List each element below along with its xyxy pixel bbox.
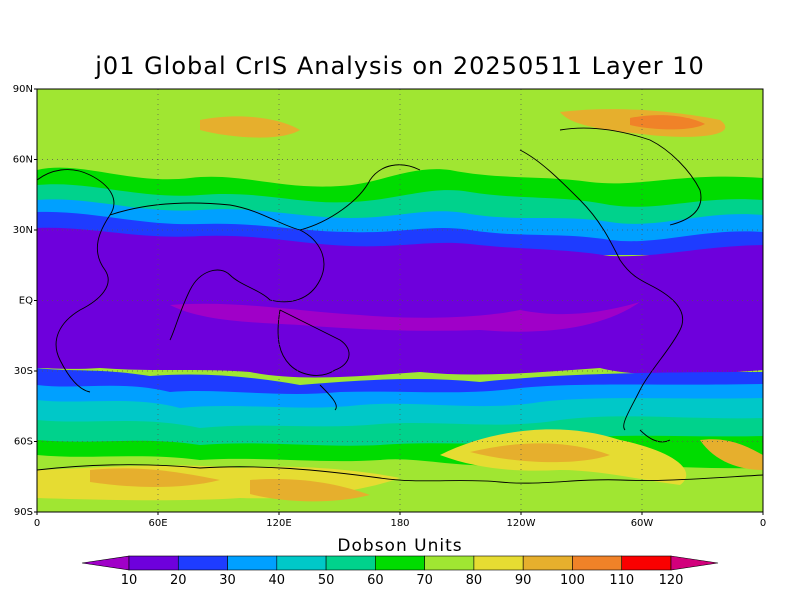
colorbar-swatch (522, 555, 573, 571)
colorbar-level-label: 40 (269, 573, 286, 588)
colorbar-level-label: 10 (121, 573, 138, 588)
colorbar-high-arrow (670, 555, 719, 571)
colorbar-level-label: 110 (609, 573, 634, 588)
colorbar-swatch (375, 555, 425, 571)
lon-tick-label: 120W (507, 518, 536, 529)
colorbar-swatch (325, 555, 376, 571)
colorbar-level-label: 30 (219, 573, 236, 588)
colorbar-level-label: 60 (367, 573, 384, 588)
lat-tick-label: 90S (14, 507, 33, 518)
colorbar-level-label: 120 (659, 573, 684, 588)
colorbar-swatch (128, 555, 179, 571)
lon-tick-label: 120E (266, 518, 291, 529)
map-title: j01 Global CrIS Analysis on 20250511 Lay… (95, 52, 705, 80)
lat-tick-label: 90N (13, 84, 33, 95)
graticule (37, 89, 763, 512)
colorbar-swatch (424, 555, 475, 571)
colorbar-level-label: 20 (170, 573, 187, 588)
colorbar-swatch (227, 555, 278, 571)
lon-tick-label: 0 (760, 518, 766, 529)
latitude-labels: 90N 60N 30N EQ 30S 60S 90S (13, 84, 37, 518)
lat-tick-label: EQ (19, 296, 33, 307)
colorbar: 10 20 30 40 50 60 70 80 90 100 110 120 (81, 555, 719, 588)
colorbar-swatch (621, 555, 672, 571)
lon-tick-label: 0 (34, 518, 40, 529)
lon-tick-label: 60E (148, 518, 167, 529)
colorbar-title: Dobson Units (337, 536, 463, 556)
colorbar-level-label: 80 (466, 573, 483, 588)
lat-tick-label: 60N (13, 155, 33, 166)
coastlines (37, 127, 763, 484)
colorbar-level-label: 100 (560, 573, 585, 588)
lat-tick-label: 60S (14, 437, 33, 448)
colorbar-level-label: 70 (416, 573, 433, 588)
longitude-labels: 0 60E 120E 180 120W 60W 0 (34, 512, 766, 529)
lat-tick-label: 30S (14, 366, 33, 377)
lat-tick-label: 30N (13, 225, 33, 236)
colorbar-level-label: 90 (515, 573, 532, 588)
colorbar-low-arrow (81, 555, 130, 571)
colorbar-swatch (572, 555, 623, 571)
lon-tick-label: 180 (390, 518, 409, 529)
colorbar-swatch (276, 555, 327, 571)
colorbar-level-label: 50 (318, 573, 335, 588)
colorbar-swatch (177, 555, 228, 571)
ozone-field (37, 89, 763, 512)
colorbar-swatch (473, 555, 524, 571)
lon-tick-label: 60W (631, 518, 654, 529)
